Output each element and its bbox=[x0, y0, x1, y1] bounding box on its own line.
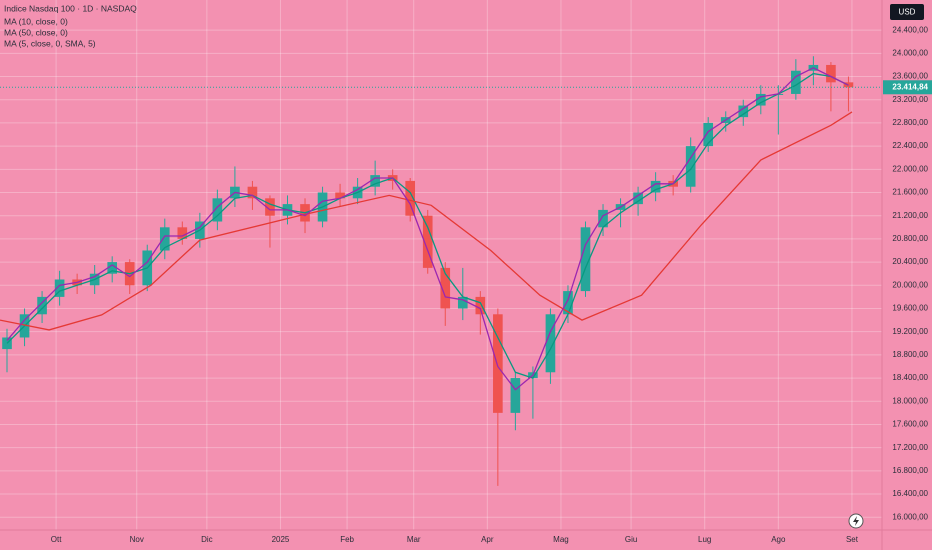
ma-line bbox=[6, 67, 849, 391]
candle-body bbox=[107, 262, 118, 274]
candle-body bbox=[685, 146, 696, 187]
y-tick-label: 17.200,00 bbox=[892, 443, 928, 452]
y-tick-label: 20.800,00 bbox=[892, 234, 928, 243]
y-tick-label: 18.000,00 bbox=[892, 396, 928, 405]
candle-body bbox=[159, 227, 170, 251]
y-tick-label: 20.000,00 bbox=[892, 280, 928, 289]
candle-body bbox=[247, 186, 258, 199]
y-tick-label: 19.600,00 bbox=[892, 304, 928, 313]
y-tick-label: 23.600,00 bbox=[892, 72, 928, 81]
candle-body bbox=[791, 70, 801, 94]
candle-body bbox=[370, 175, 380, 187]
candle-body bbox=[212, 198, 223, 222]
candle-body bbox=[563, 291, 573, 315]
currency-button[interactable] bbox=[890, 4, 924, 20]
candle-body bbox=[598, 209, 608, 228]
y-tick-label: 22.800,00 bbox=[892, 118, 928, 127]
candle-body bbox=[510, 378, 521, 413]
x-tick-label: 2025 bbox=[272, 535, 290, 544]
y-tick-label: 18.400,00 bbox=[892, 373, 928, 382]
y-tick-label: 24.000,00 bbox=[892, 48, 928, 57]
candle-body bbox=[335, 192, 345, 199]
last-price-box bbox=[883, 80, 932, 95]
candle-body bbox=[493, 314, 503, 413]
candle-body bbox=[422, 215, 433, 268]
candle-body bbox=[826, 64, 836, 83]
y-tick-label: 19.200,00 bbox=[892, 327, 928, 336]
legend-entry: MA (50, close, 0) bbox=[4, 27, 68, 37]
legend-entry: MA (5, close, 0, SMA, 5) bbox=[4, 38, 96, 48]
y-tick-label: 18.800,00 bbox=[892, 350, 928, 359]
x-tick-label: Feb bbox=[340, 535, 354, 544]
y-tick-label: 16.800,00 bbox=[892, 466, 928, 475]
tv-icon-bolt bbox=[853, 516, 859, 526]
y-tick-label: 20.400,00 bbox=[892, 257, 928, 266]
x-tick-label: Mar bbox=[407, 535, 421, 544]
chart-title: Indice Nasdaq 100 · 1D · NASDAQ bbox=[4, 3, 137, 13]
y-tick-label: 16.000,00 bbox=[892, 512, 928, 521]
y-tick-label: 21.600,00 bbox=[892, 188, 928, 197]
candle-body bbox=[457, 296, 468, 309]
candle-body bbox=[475, 296, 486, 315]
y-tick-label: 22.400,00 bbox=[892, 141, 928, 150]
legend-entry: MA (10, close, 0) bbox=[4, 16, 68, 26]
candle-body bbox=[703, 122, 714, 147]
currency[interactable]: USD bbox=[899, 8, 916, 17]
candle-body bbox=[650, 180, 661, 193]
x-tick-label: Dic bbox=[201, 535, 213, 544]
x-tick-label: Ott bbox=[51, 535, 62, 544]
y-tick-label: 22.000,00 bbox=[892, 164, 928, 173]
candle-body bbox=[545, 314, 556, 373]
y-tick-label: 17.600,00 bbox=[892, 420, 928, 429]
y-tick-label: 16.400,00 bbox=[892, 489, 928, 498]
y-tick-label: 21.200,00 bbox=[892, 211, 928, 220]
candle-body bbox=[37, 296, 47, 315]
candle-body bbox=[755, 93, 766, 106]
x-tick-label: Nov bbox=[130, 535, 144, 544]
x-tick-label: Mag bbox=[553, 535, 569, 544]
last-price-label: 23.414,84 bbox=[892, 82, 928, 91]
candle-body bbox=[177, 227, 188, 239]
x-tick-label: Lug bbox=[698, 535, 711, 544]
ma-line bbox=[6, 72, 849, 379]
candle-body bbox=[265, 198, 275, 216]
x-tick-label: Set bbox=[846, 535, 859, 544]
x-tick-label: Giu bbox=[625, 535, 637, 544]
y-tick-label: 23.200,00 bbox=[892, 95, 928, 104]
plot bbox=[0, 56, 882, 486]
axes: 16.000,00 16.400,00 16.800,00 17.200,00 17.6… bbox=[51, 25, 932, 544]
y-tick-label: 24.400,00 bbox=[892, 25, 928, 34]
candle-body bbox=[54, 279, 65, 297]
candle-body bbox=[440, 267, 451, 309]
candle-body bbox=[580, 227, 591, 292]
x-tick-label: Ago bbox=[771, 535, 786, 544]
legend: Indice Nasdaq 100 · 1D · NASDAQ MA (10, … bbox=[4, 3, 137, 48]
ma-line bbox=[0, 111, 853, 331]
candle-body bbox=[405, 180, 416, 216]
x-tick-label: Apr bbox=[481, 535, 494, 544]
candle-body bbox=[633, 192, 643, 205]
candle-body bbox=[738, 105, 749, 118]
